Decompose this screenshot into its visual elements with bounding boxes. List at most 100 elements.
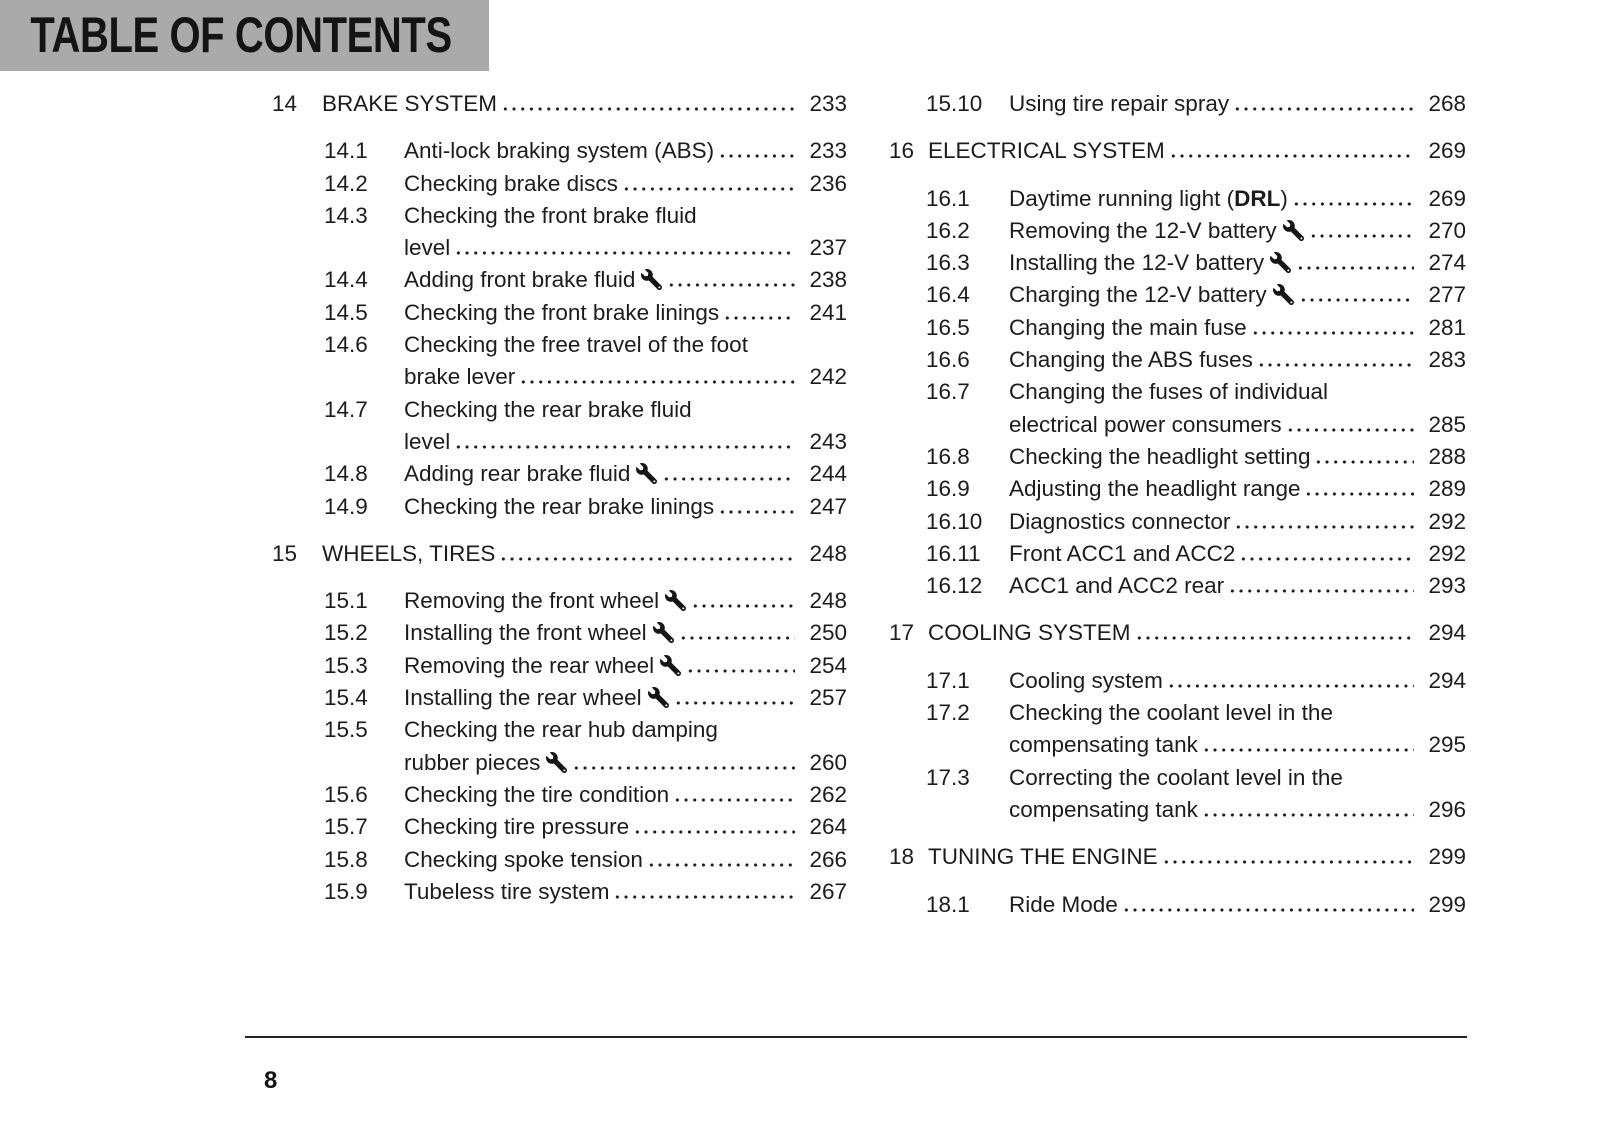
entry-number: 16.3 xyxy=(926,250,970,276)
entry-title: COOLING SYSTEM xyxy=(928,620,1131,646)
entry-number: 15 xyxy=(272,540,298,566)
dot-leader xyxy=(454,251,796,256)
dot-leader xyxy=(723,315,796,320)
toc-section-entry: 14.8 Adding rear brake fluid 244 xyxy=(272,458,847,490)
dot-leader xyxy=(1161,860,1415,865)
entry-page-ref: 233 xyxy=(809,91,847,116)
dot-leader xyxy=(1121,907,1415,912)
entry-body: ELECTRICAL SYSTEM 269 xyxy=(928,135,1466,167)
entry-number: 17.1 xyxy=(926,667,970,693)
dot-leader xyxy=(667,283,796,288)
entry-line: Anti-lock braking system (ABS) 233 xyxy=(404,135,847,167)
page-header: TABLE OF CONTENTS xyxy=(0,0,489,71)
entry-body: Tubeless tire system 267 xyxy=(404,876,847,908)
entry-page-ref: 294 xyxy=(1428,667,1466,693)
dot-leader xyxy=(673,797,796,802)
entry-number: 14.2 xyxy=(324,170,368,196)
entry-line: Checking the tire condition 262 xyxy=(404,779,847,811)
entry-number: 16 xyxy=(889,138,915,164)
entry-body: Installing the 12-V battery 274 xyxy=(1009,247,1466,279)
entry-line: Changing the ABS fuses 283 xyxy=(1009,344,1466,376)
entry-number: 16.2 xyxy=(926,217,970,243)
entry-number: 18 xyxy=(889,844,915,870)
entry-line: compensating tank 296 xyxy=(1009,794,1466,826)
dot-leader xyxy=(1168,154,1415,159)
entry-page-ref: 299 xyxy=(1428,844,1466,870)
toc-section-entry: 16.8 Checking the headlight setting 288 xyxy=(889,441,1466,473)
entry-number: 16.11 xyxy=(926,540,981,566)
toc-section-entry: 18.1 Ride Mode 299 xyxy=(889,889,1466,921)
toc-section-entry: 17.2 Checking the coolant level in the com… xyxy=(889,697,1466,762)
wrench-icon xyxy=(1270,252,1292,274)
toc-section-entry: 15.3 Removing the rear wheel 254 xyxy=(272,650,847,682)
entry-number: 15.5 xyxy=(324,717,368,743)
entry-body: COOLING SYSTEM 294 xyxy=(928,617,1466,649)
entry-number: 14.3 xyxy=(324,202,368,228)
entry-line: Checking the rear brake linings 247 xyxy=(404,491,847,523)
entry-body: Checking brake discs 236 xyxy=(404,168,847,200)
entry-page-ref: 241 xyxy=(809,299,847,325)
entry-body: Diagnostics connector 292 xyxy=(1009,506,1466,538)
entry-number: 15.6 xyxy=(324,781,368,807)
dot-leader xyxy=(499,556,796,561)
entry-title: Removing the front wheel xyxy=(404,588,660,614)
dot-leader xyxy=(1285,427,1415,432)
entry-number: 15.8 xyxy=(324,846,368,872)
entry-title: Checking the front brake linings xyxy=(404,299,720,325)
toc-section-entry: 16.3 Installing the 12-V battery 274 xyxy=(889,247,1466,279)
wrench-icon xyxy=(636,463,658,485)
entry-title: Removing the rear wheel xyxy=(404,652,655,678)
entry-body: Removing the front wheel 248 xyxy=(404,585,847,617)
dot-leader xyxy=(1201,812,1415,817)
dot-leader xyxy=(691,604,796,609)
toc-section-entry: 15.5 Checking the rear hub damping rubber … xyxy=(272,714,847,779)
entry-number: 14.5 xyxy=(324,299,368,325)
dot-leader xyxy=(1234,524,1415,529)
entry-number: 16.5 xyxy=(926,314,970,340)
entry-body: Cooling system 294 xyxy=(1009,665,1466,697)
toc-section-entry: 17.1 Cooling system 294 xyxy=(889,665,1466,697)
dot-leader xyxy=(519,380,796,385)
entry-page-ref: 233 xyxy=(809,138,847,164)
entry-number: 16.7 xyxy=(926,379,970,405)
entry-title: Checking the coolant level in the xyxy=(1009,700,1333,726)
entry-page-ref: 267 xyxy=(809,878,847,904)
toc-section-entry: 16.11 Front ACC1 and ACC2 292 xyxy=(889,538,1466,570)
entry-page-ref: 269 xyxy=(1428,138,1466,164)
dot-leader xyxy=(1134,636,1415,641)
entry-page-ref: 281 xyxy=(1428,314,1466,340)
entry-page-ref: 296 xyxy=(1428,796,1466,822)
entry-body: ACC1 and ACC2 rear 293 xyxy=(1009,570,1466,602)
entry-number: 14.7 xyxy=(324,396,368,422)
entry-title: Checking the front brake fluid xyxy=(404,202,697,228)
entry-line: ELECTRICAL SYSTEM 269 xyxy=(928,135,1466,167)
toc-section-entry: 16.9 Adjusting the headlight range 289 xyxy=(889,473,1466,505)
entry-body: Checking the headlight setting 288 xyxy=(1009,441,1466,473)
entry-line: Checking the rear hub damping xyxy=(404,714,847,746)
entry-body: Ride Mode 299 xyxy=(1009,889,1466,921)
entry-line: Removing the 12-V battery 270 xyxy=(1009,215,1466,247)
entry-title: Removing the 12-V battery xyxy=(1009,217,1277,243)
entry-number: 16.6 xyxy=(926,347,970,373)
wrench-icon xyxy=(652,622,674,644)
entry-line: Checking the front brake fluid xyxy=(404,200,847,232)
entry-title: brake lever xyxy=(404,364,516,390)
toc-section-entry: 14.6 Checking the free travel of the foot… xyxy=(272,329,847,394)
dot-leader xyxy=(501,107,796,111)
wrench-icon xyxy=(546,751,568,773)
entry-number: 17.2 xyxy=(926,700,970,726)
toc-section-entry: 15.6 Checking the tire condition 262 xyxy=(272,779,847,811)
toc-section-entry: 14.2 Checking brake discs 236 xyxy=(272,168,847,200)
dot-leader xyxy=(1304,492,1415,497)
toc-section-entry: 15.9 Tubeless tire system 267 xyxy=(272,876,847,908)
entry-number: 14 xyxy=(272,91,298,116)
entry-line: Tubeless tire system 267 xyxy=(404,876,847,908)
entry-number: 18.1 xyxy=(926,891,970,917)
entry-line: COOLING SYSTEM 294 xyxy=(928,617,1466,649)
entry-body: WHEELS, TIRES 248 xyxy=(322,538,847,570)
entry-line: Changing the fuses of individual xyxy=(1009,376,1466,408)
dot-leader xyxy=(686,668,796,673)
entry-page-ref: 288 xyxy=(1428,443,1466,469)
entry-body: Changing the ABS fuses 283 xyxy=(1009,344,1466,376)
